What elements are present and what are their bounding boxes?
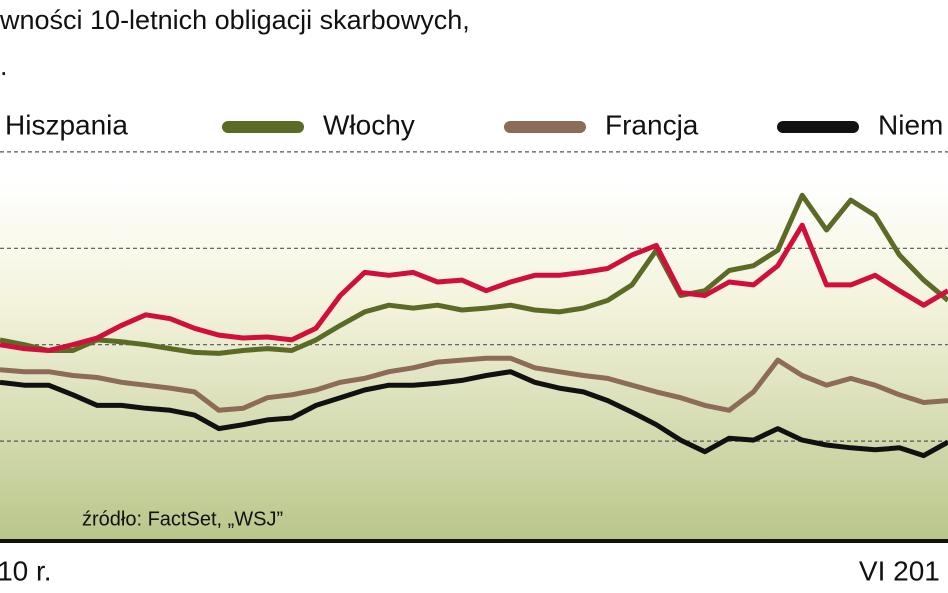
legend-label: Hiszpania xyxy=(5,109,128,140)
legend-label: Francja xyxy=(605,109,699,140)
chart-title: wności 10-letnich obligacji skarbowych, xyxy=(0,5,470,35)
series-line xyxy=(0,192,948,356)
legend-label: Niem xyxy=(878,109,943,140)
series-line xyxy=(0,369,948,459)
source: źródło: FactSet, „WSJ” xyxy=(82,508,283,530)
x-tick-label: 10 r. xyxy=(0,555,52,586)
series-line xyxy=(0,222,948,353)
x-tick-label: VI 201 xyxy=(859,555,940,586)
legend-label: Włochy xyxy=(323,109,415,140)
chart-subtitle: . xyxy=(0,51,8,81)
series-line xyxy=(0,355,948,413)
